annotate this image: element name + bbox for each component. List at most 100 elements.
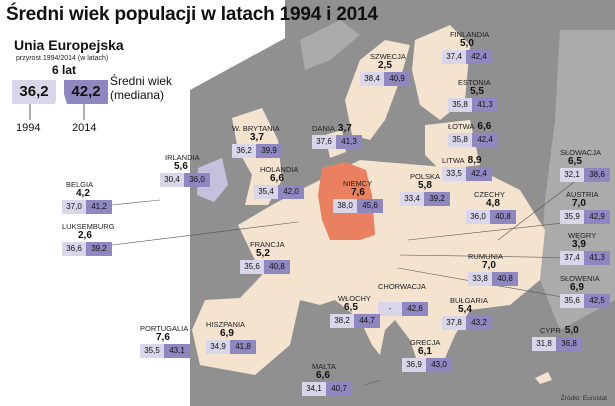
country-delta: 6,6 [270,173,284,184]
value-2014: 42,9 [584,210,610,224]
country-delta: 3,9 [572,239,586,250]
value-2014: 42,5 [584,294,610,308]
eu-value-2014: 42,2 [64,80,108,104]
value-1994: 37,6 [312,135,336,149]
value-1994: 32,1 [560,168,584,182]
value-2014: 42,4 [466,167,492,181]
eu-heading: Unia Europejska [14,37,124,53]
value-2014: 40,8 [490,210,516,224]
value-1994: 35,8 [448,98,472,112]
value-2014: 41,3 [336,135,362,149]
value-2014: 39,9 [256,144,282,158]
value-1994: 38,0 [333,199,357,213]
country-name: RUMUNIA [468,252,503,261]
value-2014: 45,6 [357,199,383,213]
country-name: CHORWACJA [378,282,426,291]
country-label: SZWECJA 2,5 38,4 40,9 [360,52,410,86]
country-label: NIEMCY 7,6 38,0 45,6 [333,179,383,213]
value-2014: 40,8 [492,272,518,286]
country-delta: 6,1 [418,346,432,357]
value-1994: 37,4 [442,50,466,64]
value-1994: 36,2 [232,144,256,158]
eu-legend: Średni wiek (mediana) [110,74,172,102]
country-delta: 6,6 [477,121,492,132]
country-label: IRLANDIA 5,6 30,4 36,0 [160,153,210,187]
value-2014: 42,0 [278,185,304,199]
value-1994: 33,4 [400,192,424,206]
country-label: LITWA 8,9 33,5 42,4 [442,156,492,181]
country-name: CYPR [540,326,561,335]
value-1994: 35,6 [240,260,264,274]
country-label: RUMUNIA 7,0 33,8 40,8 [468,252,518,286]
country-label: MALTA 6,6 34,1 40,7 [302,362,352,396]
eu-legend-line2: (mediana) [110,88,165,102]
country-name: HISZPANIA [206,320,246,329]
country-label: POLSKA 5,8 33,4 39,2 [400,172,450,206]
country-label: CHORWACJA -42,6 [378,282,428,316]
country-delta: 7,6 [351,187,365,198]
value-2014: 40,8 [264,260,290,274]
country-delta: 3,7 [337,123,352,134]
country-label: WŁOCHY 6,5 38,2 44,7 [330,294,380,328]
country-name: NIEMCY [343,179,373,188]
eu-arrow-icon [55,84,67,104]
country-delta: 4,2 [76,188,90,199]
eu-year-ticks [29,104,85,120]
country-delta: 7,0 [572,198,586,209]
country-delta: 6,5 [344,302,358,313]
country-label: ESTONIA 5,5 35,8 41,3 [448,78,498,112]
value-1994: 35,6 [560,294,584,308]
country-delta: 5,6 [174,161,188,172]
country-label: CZECHY 4,8 36,0 40,8 [466,190,516,224]
source-note: Źródło: Eurostat [560,395,607,402]
country-delta: 8,9 [467,155,482,166]
country-delta: 5,4 [458,304,472,315]
country-name: WŁOCHY [338,294,371,303]
value-1994: 34,9 [206,340,230,354]
country-name: AUSTRIA [566,190,599,199]
eu-year-1994: 1994 [16,122,41,134]
value-1994: 37,4 [560,251,584,265]
non-eu-land-north [300,20,360,70]
country-delta: 5,0 [460,38,474,49]
country-label: ŁOTWA 6,6 35,8 42,4 [448,122,498,147]
country-delta: 7,6 [156,332,170,343]
value-1994: 36,0 [466,210,490,224]
value-1994: 37,8 [442,316,466,330]
country-delta: 4,8 [486,198,500,209]
country-name: FINLANDIA [450,30,490,39]
value-2014: 39,2 [424,192,450,206]
value-2014: 41,2 [86,200,112,214]
country-delta: 5,2 [256,248,270,259]
value-2014: 38,6 [584,168,610,182]
country-name: ŁOTWA [448,122,475,131]
country-name: PORTUGALIA [140,324,189,333]
value-2014: 43,0 [426,358,452,372]
country-delta: 5,8 [418,180,432,191]
value-2014: 36,0 [184,173,210,187]
country-name: IRLANDIA [165,153,200,162]
value-1994: 31,8 [532,337,556,351]
country-name: BELGIA [66,180,94,189]
country-label: LUKSEMBURG 2,6 36,6 39,2 [62,222,115,256]
eu-value-1994: 36,2 [12,80,56,104]
value-1994: 35,4 [254,185,278,199]
value-1994: 33,8 [468,272,492,286]
value-1994: 35,9 [560,210,584,224]
country-label: HISZPANIA 6,9 34,9 41,8 [206,320,256,354]
country-label: FINLANDIA 5,0 37,4 42,4 [442,30,492,64]
value-2014: 39,2 [86,242,112,256]
land-finland [412,25,470,120]
country-name: CZECHY [474,190,505,199]
country-name: MALTA [312,362,336,371]
country-label: CYPR 5,0 31,8 36,8 [532,326,582,351]
eu-legend-line1: Średni wiek [110,74,173,88]
value-2014: 42,6 [402,302,428,316]
country-delta: 5,5 [470,86,484,97]
country-delta [378,291,428,301]
value-2014: 40,9 [384,72,410,86]
country-name: SŁOWACJA [560,148,601,157]
country-name: W. BRYTANIA [232,124,280,133]
country-name: BUŁGARIA [450,296,488,305]
value-1994: 34,1 [302,382,326,396]
